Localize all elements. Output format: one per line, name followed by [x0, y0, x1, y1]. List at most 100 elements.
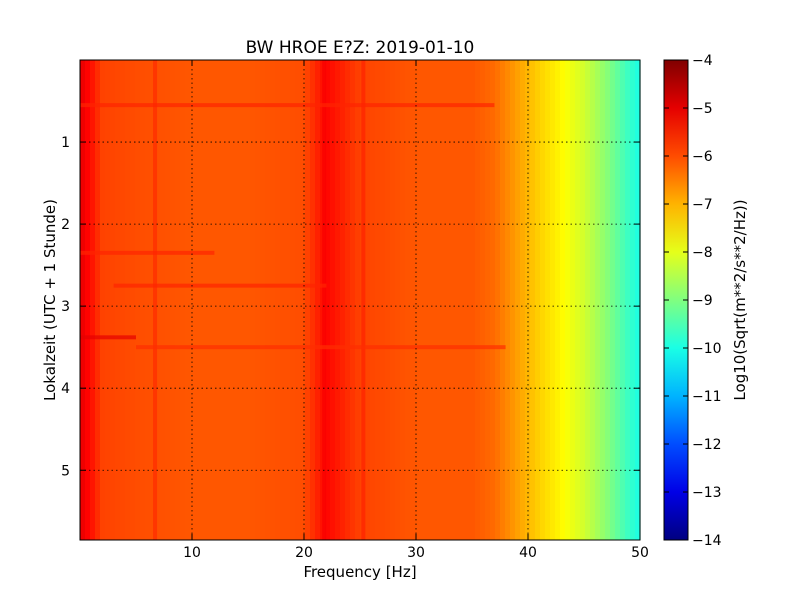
- x-axis-label: Frequency [Hz]: [303, 563, 416, 581]
- heatmap-column: [600, 60, 606, 540]
- heatmap-column: [165, 60, 171, 540]
- colorbar-tick-label: −8: [692, 245, 713, 261]
- y-tick-label: 3: [61, 299, 70, 315]
- heatmap-column: [440, 60, 446, 540]
- heatmap-column: [545, 60, 551, 540]
- heatmap-column: [145, 60, 151, 540]
- colorbar-tick-label: −5: [692, 101, 713, 117]
- heatmap-column: [200, 60, 206, 540]
- heatmap-column: [295, 60, 301, 540]
- y-axis-ticks: 1 2 3 4 5: [61, 135, 640, 479]
- y-tick-label: 2: [61, 217, 70, 233]
- heatmap-column: [585, 60, 591, 540]
- heatmap-column: [590, 60, 596, 540]
- heatmap-column: [125, 60, 131, 540]
- heatmap-column: [505, 60, 511, 540]
- heatmap-column: [510, 60, 516, 540]
- y-tick-label: 4: [61, 381, 70, 397]
- heatmap-column: [105, 60, 111, 540]
- heatmap-column: [635, 60, 641, 540]
- colorbar-tick-label: −11: [692, 389, 722, 405]
- heatmap-column: [555, 60, 561, 540]
- heatmap-column: [495, 60, 501, 540]
- chart-title: BW HROE E?Z: 2019-01-10: [246, 38, 475, 58]
- colorbar-tick-label: −12: [692, 437, 722, 453]
- heatmap-column: [140, 60, 146, 540]
- narrow-band-line: [153, 60, 158, 540]
- heatmap-column: [340, 60, 346, 540]
- heatmap-column: [425, 60, 431, 540]
- heatmap-column: [540, 60, 546, 540]
- x-axis-ticks: 10 20 30 40 50: [183, 60, 649, 561]
- colorbar-tick-label: −4: [692, 53, 713, 69]
- heatmap-column: [335, 60, 341, 540]
- x-tick-label: 10: [183, 545, 201, 561]
- grid-lines: [80, 60, 640, 540]
- heatmap-column: [130, 60, 136, 540]
- heatmap-column: [345, 60, 351, 540]
- time-band: [113, 283, 327, 288]
- heatmap-column: [265, 60, 271, 540]
- heatmap-column: [535, 60, 541, 540]
- heatmap-column: [475, 60, 481, 540]
- colorbar-tick-label: −14: [692, 533, 722, 549]
- heatmap-column: [235, 60, 241, 540]
- heatmap-column: [110, 60, 116, 540]
- x-tick-label: 30: [407, 545, 425, 561]
- heatmap-column: [355, 60, 361, 540]
- heatmap-column: [155, 60, 161, 540]
- heatmap-column: [415, 60, 421, 540]
- heatmap-column: [205, 60, 211, 540]
- heatmap-column: [480, 60, 486, 540]
- y-axis-label: Lokalzeit (UTC + 1 Stunde): [41, 199, 59, 401]
- heatmap-column: [260, 60, 266, 540]
- heatmap-column: [350, 60, 356, 540]
- heatmap-column: [490, 60, 496, 540]
- heatmap-column: [455, 60, 461, 540]
- heatmap-column: [445, 60, 451, 540]
- colorbar-tick-label: −6: [692, 149, 713, 165]
- heatmap-cells: [80, 60, 641, 540]
- heatmap-column: [465, 60, 471, 540]
- heatmap-column: [315, 60, 321, 540]
- colorbar-tick-label: −10: [692, 341, 722, 357]
- heatmap-column: [210, 60, 216, 540]
- heatmap-column: [375, 60, 381, 540]
- heatmap-column: [565, 60, 571, 540]
- heatmap-column: [180, 60, 186, 540]
- heatmap-column: [325, 60, 331, 540]
- heatmap-column: [225, 60, 231, 540]
- heatmap-column: [310, 60, 316, 540]
- heatmap-column: [500, 60, 506, 540]
- heatmap-column: [595, 60, 601, 540]
- heatmap-column: [100, 60, 106, 540]
- heatmap-column: [170, 60, 176, 540]
- heatmap-column: [605, 60, 611, 540]
- heatmap-column: [390, 60, 396, 540]
- narrow-band-line: [361, 60, 366, 540]
- heatmap-column: [85, 60, 91, 540]
- heatmap-column: [255, 60, 261, 540]
- heatmap-column: [435, 60, 441, 540]
- heatmap-column: [220, 60, 226, 540]
- heatmap-column: [450, 60, 456, 540]
- x-tick-label: 50: [631, 545, 649, 561]
- time-band: [80, 335, 136, 340]
- heatmap-column: [270, 60, 276, 540]
- x-tick-label: 40: [519, 545, 537, 561]
- colorbar-tick-label: −7: [692, 197, 713, 213]
- colorbar-label: Log10(Sqrt(m**2/s**2/Hz)): [731, 199, 749, 400]
- heatmap-column: [395, 60, 401, 540]
- heatmap-column: [250, 60, 256, 540]
- heatmap-column: [615, 60, 621, 540]
- heatmap-column: [280, 60, 286, 540]
- heatmap-column: [520, 60, 526, 540]
- heatmap-column: [185, 60, 191, 540]
- heatmap-column: [115, 60, 121, 540]
- y-tick-label: 1: [61, 135, 70, 151]
- heatmap-column: [230, 60, 236, 540]
- heatmap-column: [285, 60, 291, 540]
- heatmap-column: [630, 60, 636, 540]
- heatmap-column: [175, 60, 181, 540]
- heatmap-column: [80, 60, 86, 540]
